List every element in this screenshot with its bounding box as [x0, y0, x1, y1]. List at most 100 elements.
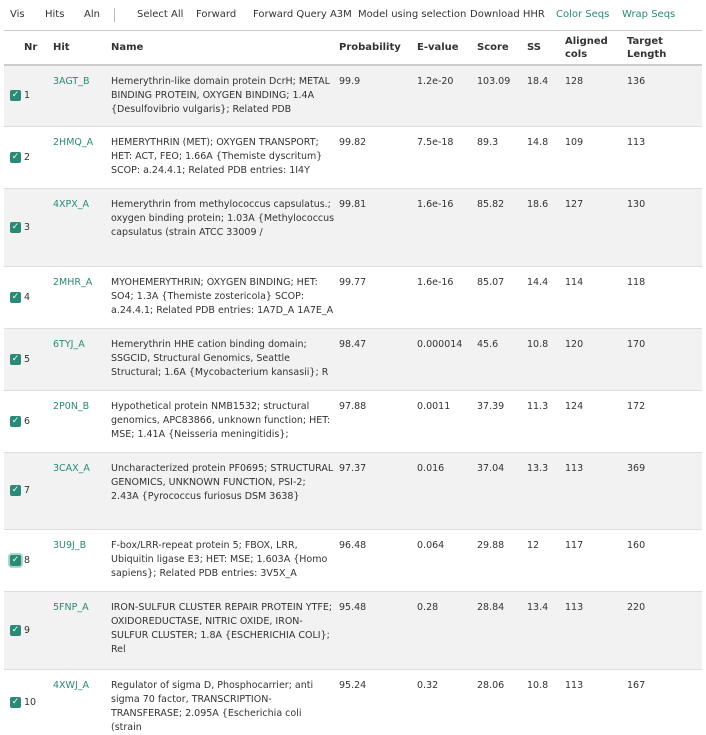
hit-name: IRON-SULFUR CLUSTER REPAIR PROTEIN YTFE;… — [107, 592, 335, 670]
score-value: 45.6 — [473, 329, 523, 391]
target-length-value: 170 — [623, 329, 702, 391]
vis-cell: ✓ — [4, 65, 20, 127]
visibility-checkbox[interactable]: ✓ — [10, 90, 21, 101]
aligned-cols-value: 114 — [561, 267, 623, 329]
probability-value: 97.88 — [335, 391, 413, 453]
col-name[interactable]: Name — [107, 31, 335, 66]
row-number: 1 — [20, 65, 49, 127]
tab-vis[interactable]: Vis — [10, 9, 25, 20]
visibility-checkbox[interactable]: ✓ — [10, 354, 21, 365]
vis-cell: ✓ — [4, 670, 20, 735]
score-value: 28.06 — [473, 670, 523, 735]
aligned-cols-value: 120 — [561, 329, 623, 391]
hit-link[interactable]: 3CAX_A — [49, 453, 107, 530]
col-vis — [4, 31, 20, 66]
evalue-value: 0.064 — [413, 530, 473, 592]
vis-cell: ✓ — [4, 267, 20, 329]
hit-link[interactable]: 2HMQ_A — [49, 127, 107, 189]
evalue-value: 7.5e-18 — [413, 127, 473, 189]
visibility-checkbox[interactable]: ✓ — [10, 555, 21, 566]
score-value: 103.09 — [473, 65, 523, 127]
hit-name: Hypothetical protein NMB1532; structural… — [107, 391, 335, 453]
hit-link[interactable]: 2MHR_A — [49, 267, 107, 329]
visibility-checkbox[interactable]: ✓ — [10, 292, 21, 303]
score-value: 37.39 — [473, 391, 523, 453]
target-length-value: 160 — [623, 530, 702, 592]
target-length-value: 136 — [623, 65, 702, 127]
evalue-value: 1.6e-16 — [413, 189, 473, 267]
aligned-cols-value: 113 — [561, 592, 623, 670]
aligned-cols-value: 113 — [561, 453, 623, 530]
probability-value: 96.48 — [335, 530, 413, 592]
hit-name: Hemerythrin HHE cation binding domain; S… — [107, 329, 335, 391]
select-all-button[interactable]: Select All — [137, 9, 183, 20]
row-number: 2 — [20, 127, 49, 189]
model-using-selection-button[interactable]: Model using selection — [358, 9, 466, 20]
forward-query-a3m-button[interactable]: Forward Query A3M — [253, 9, 352, 20]
tab-hits[interactable]: Hits — [45, 9, 64, 20]
col-ss[interactable]: SS — [523, 31, 561, 66]
hit-link[interactable]: 4XPX_A — [49, 189, 107, 267]
ss-value: 13.4 — [523, 592, 561, 670]
hit-link[interactable]: 5FNP_A — [49, 592, 107, 670]
toolbar-divider — [114, 8, 115, 22]
hit-name: Uncharacterized protein PF0695; STRUCTUR… — [107, 453, 335, 530]
visibility-checkbox[interactable]: ✓ — [10, 222, 21, 233]
probability-value: 98.47 — [335, 329, 413, 391]
aligned-cols-value: 128 — [561, 65, 623, 127]
probability-value: 99.77 — [335, 267, 413, 329]
tab-aln[interactable]: Aln — [84, 9, 100, 20]
row-number: 10 — [20, 670, 49, 735]
wrap-seqs-toggle[interactable]: Wrap Seqs — [622, 9, 675, 20]
col-probability[interactable]: Probability — [335, 31, 413, 66]
ss-value: 14.4 — [523, 267, 561, 329]
visibility-checkbox[interactable]: ✓ — [10, 625, 21, 636]
vis-cell: ✓ — [4, 189, 20, 267]
row-number: 9 — [20, 592, 49, 670]
col-target-length[interactable]: Target Length — [623, 31, 702, 66]
table-header: Nr Hit Name Probability E-value Score SS… — [4, 31, 702, 66]
row-number: 6 — [20, 391, 49, 453]
target-length-value: 113 — [623, 127, 702, 189]
target-length-value: 369 — [623, 453, 702, 530]
hit-link[interactable]: 4XWJ_A — [49, 670, 107, 735]
visibility-checkbox[interactable]: ✓ — [10, 152, 21, 163]
evalue-value: 0.000014 — [413, 329, 473, 391]
hit-link[interactable]: 3AGT_B — [49, 65, 107, 127]
probability-value: 99.81 — [335, 189, 413, 267]
col-nr[interactable]: Nr — [20, 31, 49, 66]
visibility-checkbox[interactable]: ✓ — [10, 485, 21, 496]
hit-name: F-box/LRR-repeat protein 5; FBOX, LRR, U… — [107, 530, 335, 592]
ss-value: 10.8 — [523, 670, 561, 735]
col-score[interactable]: Score — [473, 31, 523, 66]
download-hhr-button[interactable]: Download HHR — [470, 9, 545, 20]
col-hit[interactable]: Hit — [49, 31, 107, 66]
hit-link[interactable]: 3U9J_B — [49, 530, 107, 592]
col-evalue[interactable]: E-value — [413, 31, 473, 66]
row-number: 8 — [20, 530, 49, 592]
vis-cell: ✓ — [4, 453, 20, 530]
visibility-checkbox[interactable]: ✓ — [10, 416, 21, 427]
score-value: 89.3 — [473, 127, 523, 189]
hit-link[interactable]: 2P0N_B — [49, 391, 107, 453]
row-number: 3 — [20, 189, 49, 267]
hit-name: HEMERYTHRIN (MET); OXYGEN TRANSPORT; HET… — [107, 127, 335, 189]
color-seqs-toggle[interactable]: Color Seqs — [556, 9, 609, 20]
aligned-cols-value: 113 — [561, 670, 623, 735]
visibility-checkbox[interactable]: ✓ — [10, 697, 21, 708]
col-aligned-cols[interactable]: Aligned cols — [561, 31, 623, 66]
forward-button[interactable]: Forward — [196, 9, 236, 20]
hit-link[interactable]: 6TYJ_A — [49, 329, 107, 391]
ss-value: 11.3 — [523, 391, 561, 453]
score-value: 85.07 — [473, 267, 523, 329]
